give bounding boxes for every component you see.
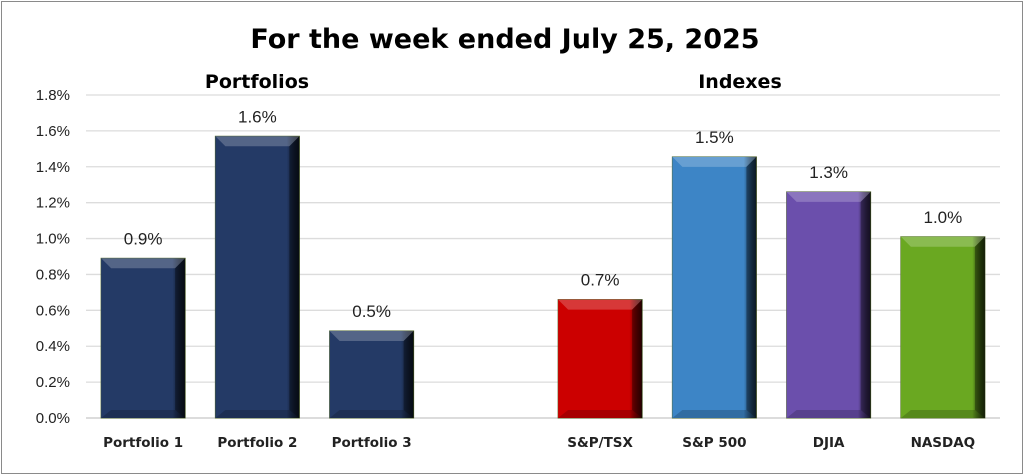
bar-bevel-right — [175, 258, 186, 418]
bar-bevel-right — [289, 136, 300, 418]
bar-bevel — [672, 156, 757, 419]
y-tick-label: 0.4% — [36, 338, 70, 355]
bar-bevel-right — [860, 191, 871, 418]
bar-bevel-top — [786, 191, 871, 202]
y-tick-label: 0.0% — [36, 410, 70, 427]
x-category-label: Portfolio 1 — [103, 435, 183, 451]
y-tick-label: 0.8% — [36, 266, 70, 283]
data-label: 0.9% — [124, 229, 163, 248]
bar-bevel — [101, 258, 186, 418]
bar-bevel — [329, 330, 414, 418]
bar-bevel-top — [558, 299, 643, 310]
data-label: 1.5% — [695, 128, 734, 147]
bar-bevel-bottom — [900, 410, 985, 418]
bar-bevel-bottom — [786, 410, 871, 418]
bar-bevel — [215, 136, 300, 418]
x-category-label: NASDAQ — [911, 435, 976, 451]
x-category-label: S&P 500 — [682, 435, 746, 451]
bar-bevel — [900, 236, 985, 418]
bar-bevel-top — [329, 330, 414, 341]
bar-bevel-top — [672, 156, 757, 167]
x-category-label: S&P/TSX — [567, 435, 633, 451]
data-label: 1.6% — [238, 107, 277, 126]
y-tick-label: 1.0% — [36, 231, 70, 248]
bar-bevel-top — [215, 136, 300, 147]
group-title-indexes: Indexes — [698, 71, 782, 93]
bar-bevel — [558, 299, 643, 418]
bar-bevel-top — [900, 236, 985, 247]
bar-bevel-right — [974, 236, 985, 418]
x-category-label: Portfolio 2 — [217, 435, 297, 451]
x-category-label: Portfolio 3 — [332, 435, 412, 451]
chart-title: For the week ended July 25, 2025 — [250, 24, 759, 55]
bar-bevel-bottom — [215, 410, 300, 418]
bar-bevel-right — [746, 156, 757, 419]
y-tick-label: 0.2% — [36, 374, 70, 391]
y-tick-label: 1.6% — [36, 123, 70, 140]
bar-bevel-bottom — [101, 410, 186, 418]
y-tick-label: 1.4% — [36, 159, 70, 176]
bar-bevel-bottom — [672, 410, 757, 418]
group-title-portfolios: Portfolios — [205, 71, 309, 93]
bar-bevel-right — [632, 299, 643, 418]
data-label: 1.3% — [809, 163, 848, 182]
bar-bevel — [786, 191, 871, 418]
bar-bevel-right — [403, 330, 414, 418]
x-category-label: DJIA — [813, 435, 845, 451]
y-tick-label: 1.8% — [36, 87, 70, 104]
bar-bevel-bottom — [558, 410, 643, 418]
y-tick-label: 1.2% — [36, 195, 70, 212]
data-label: 1.0% — [924, 208, 963, 227]
y-tick-label: 0.6% — [36, 302, 70, 319]
bar-bevel-top — [101, 258, 186, 269]
data-label: 0.7% — [581, 271, 620, 290]
bar-bevel-bottom — [329, 410, 414, 418]
data-label: 0.5% — [352, 302, 391, 321]
